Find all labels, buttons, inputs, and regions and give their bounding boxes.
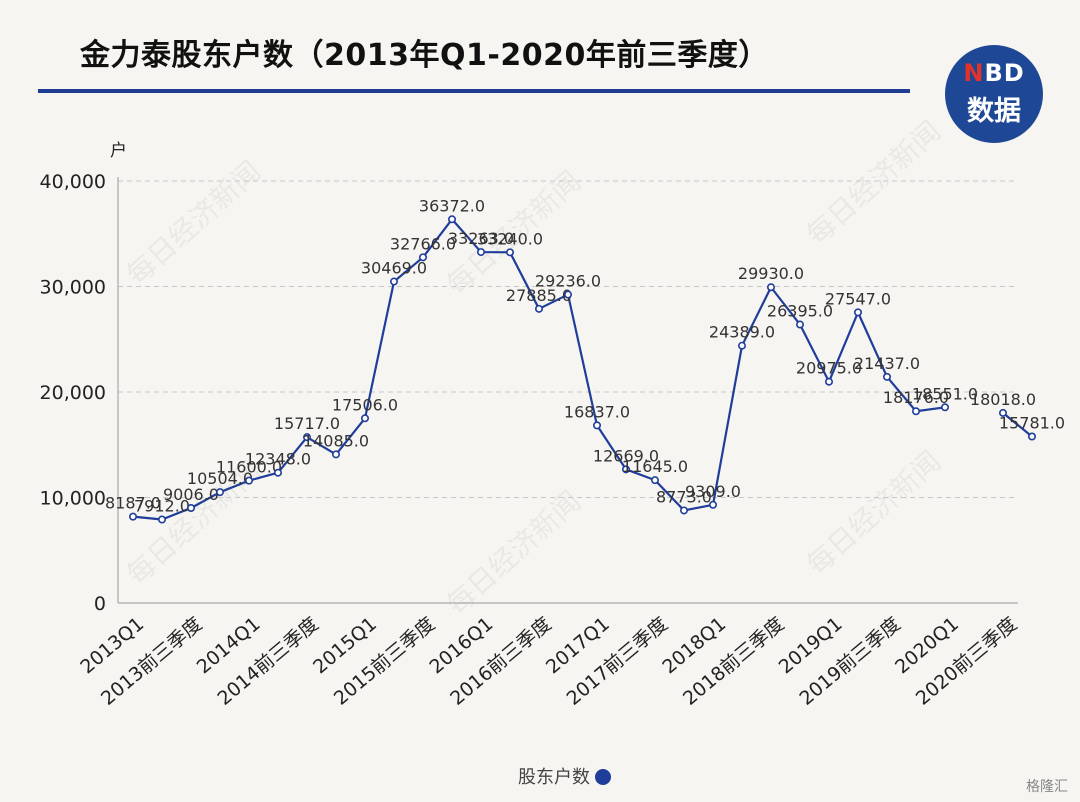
- data-point: [534, 304, 543, 313]
- data-label: 8773.0: [656, 487, 712, 506]
- data-point: [302, 433, 311, 442]
- watermark-text: 每日经济新闻: [120, 154, 267, 291]
- data-point: [1028, 432, 1037, 441]
- data-point: [824, 377, 833, 386]
- legend-marker: [595, 769, 611, 785]
- logo-text-bottom: 数据: [967, 96, 1021, 127]
- data-label: 32766.0: [390, 234, 456, 253]
- legend-label: 股东户数: [518, 767, 590, 788]
- data-point: [621, 465, 630, 474]
- data-point: [998, 408, 1007, 417]
- y-tick-label: 30,000: [40, 277, 106, 299]
- data-point: [447, 215, 456, 224]
- data-label: 18176.0: [883, 388, 949, 407]
- data-point: [650, 476, 659, 485]
- data-label: 29236.0: [535, 272, 601, 291]
- y-axis-label: 户: [110, 141, 127, 161]
- x-tick-label: 2017前三季度: [563, 613, 672, 710]
- data-point: [592, 421, 601, 430]
- data-point: [737, 341, 746, 350]
- data-label: 7912.0: [134, 497, 190, 516]
- nbd-data-logo: NBD 数据: [945, 45, 1043, 143]
- data-point: [158, 515, 167, 524]
- series-line: [1002, 412, 1033, 438]
- data-point: [940, 403, 949, 412]
- data-point: [679, 506, 688, 515]
- data-point: [331, 450, 340, 459]
- data-label: 11645.0: [622, 457, 688, 476]
- data-point: [505, 248, 514, 257]
- data-label: 27547.0: [825, 289, 891, 308]
- data-point: [360, 414, 369, 423]
- watermark-text: 每日经济新闻: [800, 444, 947, 581]
- logo-text-top: NBD: [963, 59, 1025, 87]
- data-point: [766, 283, 775, 292]
- watermark-text: 每日经济新闻: [800, 114, 947, 251]
- chart-title: 金力泰股东户数（2013年Q1-2020年前三季度）: [80, 38, 769, 73]
- x-tick-label: 2020前三季度: [912, 613, 1021, 710]
- data-label: 20975.0: [796, 359, 862, 378]
- data-point: [853, 308, 862, 317]
- data-label: 18551.0: [912, 384, 978, 403]
- data-label: 14085.0: [303, 431, 369, 450]
- data-point: [187, 503, 196, 512]
- y-tick-label: 10,000: [40, 488, 106, 510]
- data-point: [795, 320, 804, 329]
- data-label: 36372.0: [419, 196, 485, 215]
- data-label: 26395.0: [767, 302, 833, 321]
- data-label: 27885.0: [506, 286, 572, 305]
- data-point: [418, 253, 427, 262]
- data-label: 18018.0: [970, 390, 1036, 409]
- source-watermark: 格隆汇: [1026, 779, 1068, 795]
- title-underline: [38, 89, 910, 93]
- data-label: 17506.0: [332, 395, 398, 414]
- data-point: [389, 277, 398, 286]
- data-point: [476, 248, 485, 257]
- data-label: 33263.0: [448, 229, 514, 248]
- data-point: [273, 468, 282, 477]
- data-label: 33240.0: [477, 229, 543, 248]
- data-label: 15781.0: [999, 414, 1065, 433]
- data-label: 12348.0: [245, 450, 311, 469]
- x-tick-label: 2015前三季度: [330, 613, 439, 710]
- data-label: 16837.0: [564, 402, 630, 421]
- data-point: [216, 488, 225, 497]
- data-label: 21437.0: [854, 354, 920, 373]
- y-tick-label: 0: [94, 593, 106, 615]
- data-label: 30469.0: [361, 259, 427, 278]
- data-label: 15717.0: [274, 414, 340, 433]
- data-label: 12669.0: [593, 446, 659, 465]
- data-point: [911, 407, 920, 416]
- data-label: 9006.0: [163, 485, 219, 504]
- data-point: [129, 512, 138, 521]
- x-tick-label: 2018前三季度: [679, 613, 788, 710]
- x-tick-label: 2016前三季度: [446, 613, 555, 710]
- data-point: [882, 372, 891, 381]
- data-label: 10504.0: [187, 469, 253, 488]
- y-tick-label: 20,000: [40, 382, 106, 404]
- data-point: [708, 500, 717, 509]
- data-label: 11600.0: [216, 458, 282, 477]
- data-label: 24389.0: [709, 323, 775, 342]
- x-tick-label: 2019前三季度: [795, 613, 904, 710]
- watermark-text: 每日经济新闻: [440, 484, 587, 621]
- data-label: 29930.0: [738, 264, 804, 283]
- x-tick-label: 2013前三季度: [97, 613, 206, 710]
- data-point: [245, 476, 254, 485]
- data-label: 9309.0: [685, 482, 741, 501]
- x-tick-label: 2014前三季度: [213, 613, 322, 710]
- y-tick-label: 40,000: [40, 171, 106, 193]
- data-point: [563, 290, 572, 299]
- data-label: 8187.0: [105, 494, 161, 513]
